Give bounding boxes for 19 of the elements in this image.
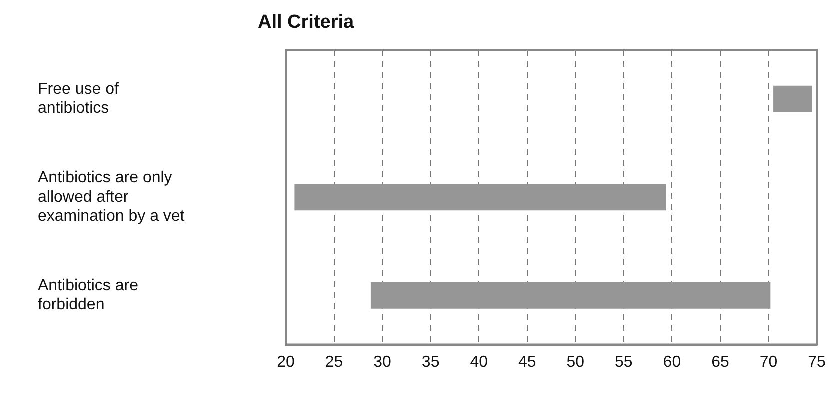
x-tick-label: 35 [422, 354, 440, 371]
x-tick-label: 20 [277, 354, 295, 371]
x-tick-label: 65 [712, 354, 730, 371]
x-tick-label: 50 [566, 354, 585, 371]
x-tick-label: 30 [374, 354, 392, 371]
bar [370, 282, 771, 309]
x-tick-label: 40 [470, 354, 488, 371]
x-tick-label: 45 [518, 354, 536, 371]
bar [774, 86, 812, 112]
y-tick-label: Free use of antibiotics [38, 80, 120, 118]
x-tick-label: 60 [663, 354, 682, 371]
x-tick-label: 55 [615, 354, 633, 371]
y-tick-label: Antibiotics are forbidden [38, 277, 139, 314]
chart-title: All Criteria [258, 12, 354, 34]
x-tick-label: 25 [325, 354, 344, 371]
bar [294, 184, 666, 211]
x-tick-label: 70 [760, 354, 778, 371]
y-tick-label: Antibiotics are only allowed after examination by a vet [38, 170, 186, 226]
x-tick-label: 75 [808, 354, 826, 371]
